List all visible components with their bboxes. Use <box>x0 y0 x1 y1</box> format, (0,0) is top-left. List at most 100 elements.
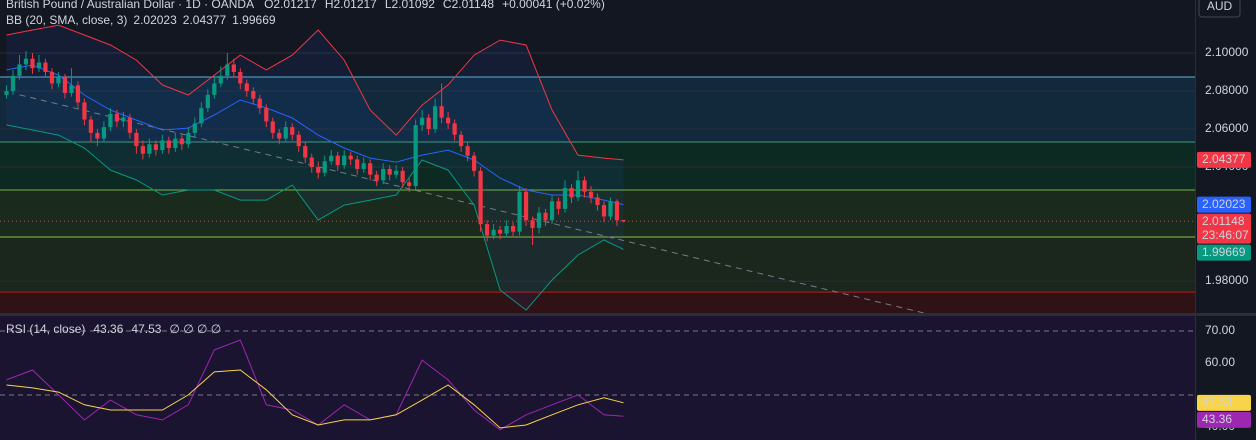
candle-body <box>601 205 607 217</box>
legend-text: O2.01217 <box>264 0 317 11</box>
candle-body <box>407 182 412 187</box>
rsi-pane <box>0 316 1195 440</box>
candle-body <box>465 146 470 156</box>
candle-body <box>426 117 431 130</box>
candle-body <box>361 163 366 169</box>
candle-body <box>413 125 418 187</box>
legend-text: L2.01092 <box>385 0 435 11</box>
candle-body <box>394 170 399 175</box>
legend-text: 2.04377 <box>183 13 227 27</box>
candle-body <box>335 155 340 166</box>
indicator-line <box>6 124 624 311</box>
candle-body <box>420 117 425 126</box>
legend-text: BB (20, SMA, close, 3) <box>6 13 127 27</box>
price-label-box <box>1197 411 1251 428</box>
zone <box>0 236 1195 293</box>
legend-text: 47.53 <box>131 322 161 336</box>
candle-body <box>290 127 295 135</box>
currency-box <box>1198 0 1241 18</box>
candle-body <box>108 113 113 128</box>
candle-body <box>497 229 503 234</box>
candle-body <box>56 77 61 84</box>
candle-body <box>504 225 509 234</box>
candle-body <box>283 127 288 139</box>
candle-body <box>595 197 600 206</box>
candle-body <box>309 157 314 168</box>
candle-body <box>127 117 133 133</box>
plot-area <box>0 330 1195 431</box>
candle-body <box>140 146 145 154</box>
candle-body <box>569 187 574 198</box>
candle-body <box>30 58 35 69</box>
candle-body <box>238 72 243 84</box>
currency-label: AUD <box>1207 0 1233 13</box>
candle-body <box>588 191 594 198</box>
price-label: 2.01148 <box>1202 214 1245 228</box>
candle-body <box>114 113 120 122</box>
candle-body <box>257 98 262 109</box>
y-tick-label: 2.10000 <box>1205 45 1249 59</box>
candle-body <box>608 201 613 217</box>
candle-body <box>536 212 542 228</box>
legend-text: ∅ ∅ ∅ ∅ <box>169 322 221 336</box>
candle-body <box>582 180 587 192</box>
candle-body <box>199 108 204 124</box>
candle-body <box>614 201 620 221</box>
candle-body <box>562 187 568 209</box>
legend-text: RSI (14, close) <box>6 322 85 336</box>
y-tick-label: 1.98000 <box>1205 273 1249 287</box>
candle-body <box>88 119 94 133</box>
legend-text: H2.01217 <box>325 0 377 11</box>
price-label-box <box>1197 244 1251 261</box>
candle-body <box>478 170 483 225</box>
candle-body <box>17 64 22 76</box>
candle-body <box>355 159 360 169</box>
candle-body <box>166 140 171 149</box>
legend-text: C2.01148 <box>443 0 494 11</box>
legend-text: 43.36 <box>93 322 123 336</box>
price-label: 47.53 <box>1202 395 1232 409</box>
candle-body <box>348 155 353 160</box>
candle-body <box>452 123 457 135</box>
legend-text: 1.99669 <box>232 13 276 27</box>
price-label: 43.36 <box>1202 412 1232 426</box>
candle-body <box>251 91 256 99</box>
candle-body <box>121 117 126 122</box>
candle-body <box>186 132 191 145</box>
candle-body <box>160 140 165 150</box>
legend-text: +0.00041 (+0.02%) <box>502 0 605 11</box>
zone <box>0 141 1195 191</box>
price-label-box <box>1197 196 1251 213</box>
candle-body <box>484 224 490 236</box>
candle-body <box>36 62 42 69</box>
candle-body <box>179 138 184 145</box>
candle-body <box>400 170 405 183</box>
indicator-line <box>6 24 624 161</box>
candle-body <box>270 121 275 133</box>
countdown: 23:46:07 <box>1202 228 1249 242</box>
y-tick-label: 60.00 <box>1205 355 1235 369</box>
candle-body <box>368 163 373 175</box>
candle-body <box>95 132 100 139</box>
y-tick-label: 2.06000 <box>1205 121 1249 135</box>
y-tick-label: 2.08000 <box>1205 83 1249 97</box>
candle-body <box>75 85 81 103</box>
candle-body <box>10 75 16 92</box>
price-label: 2.04377 <box>1202 152 1246 166</box>
candle-body <box>277 132 282 139</box>
candle-body <box>212 83 217 95</box>
candle-body <box>459 134 464 147</box>
candle-body <box>205 94 210 109</box>
candle-body <box>173 138 178 149</box>
zone <box>0 76 1195 142</box>
candle-body <box>49 72 55 84</box>
candle-body <box>101 127 107 139</box>
candle-body <box>530 220 535 228</box>
price-label-box <box>1197 213 1251 244</box>
candle-body <box>69 85 74 93</box>
candle-body <box>491 229 496 236</box>
legend-text: 2.02023 <box>133 13 177 27</box>
candle-body <box>446 117 451 124</box>
